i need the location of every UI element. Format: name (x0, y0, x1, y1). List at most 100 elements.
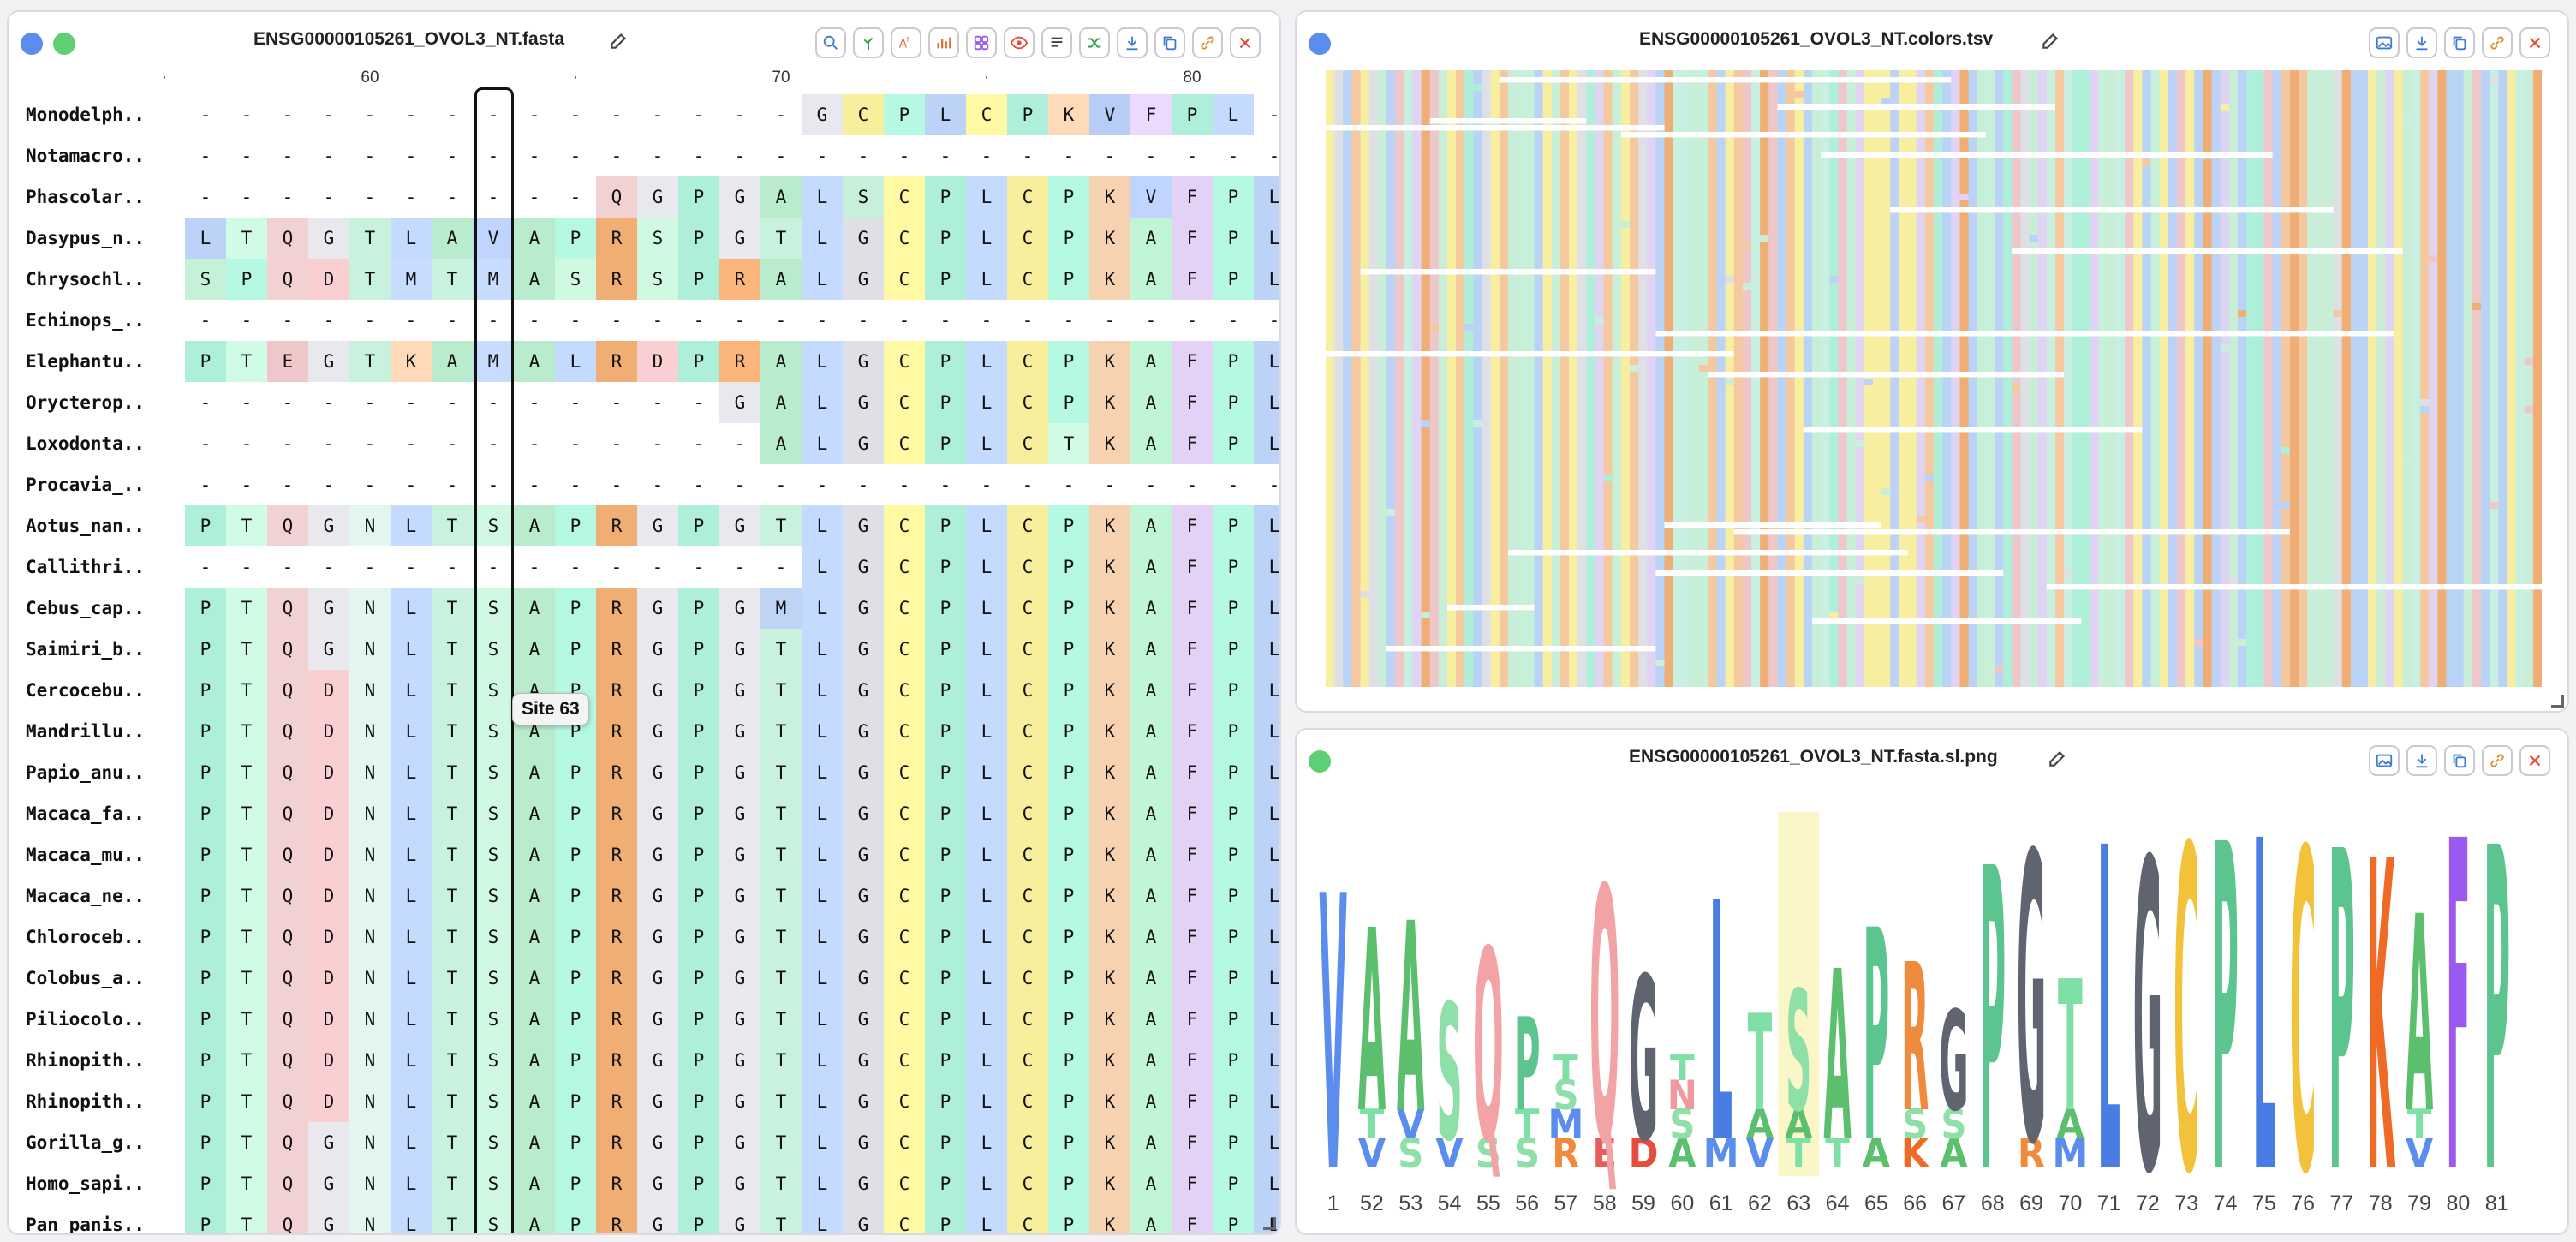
residue-cell[interactable]: K (1089, 1040, 1130, 1081)
residue-cell[interactable]: G (637, 629, 678, 670)
residue-cell[interactable]: - (514, 135, 555, 176)
residue-cell[interactable]: - (1172, 135, 1213, 176)
residue-cell[interactable]: - (1254, 464, 1279, 505)
residue-cell[interactable]: - (267, 423, 308, 464)
residue-cell[interactable]: P (1048, 176, 1089, 218)
residue-cell[interactable]: N (349, 505, 391, 546)
residue-cell[interactable]: L (966, 588, 1007, 629)
residue-cell[interactable]: - (267, 176, 308, 218)
residue-cell[interactable]: R (719, 341, 760, 382)
sequence-name[interactable]: Aotus_nan.. (26, 516, 146, 536)
residue-cell[interactable]: L (802, 670, 843, 711)
sequence-name[interactable]: Pan_panis.. (26, 1215, 146, 1235)
residue-cell[interactable]: N (349, 917, 391, 958)
residue-cell[interactable]: L (1254, 834, 1279, 875)
residue-cell[interactable]: - (473, 176, 514, 218)
residue-cell[interactable]: K (1089, 423, 1130, 464)
residue-cell[interactable]: L (966, 752, 1007, 793)
residue-cell[interactable]: F (1172, 341, 1213, 382)
residue-cell[interactable]: S (473, 588, 514, 629)
residue-cell[interactable]: L (391, 218, 432, 259)
residue-cell[interactable]: P (1213, 711, 1254, 752)
link-button[interactable] (1192, 27, 1223, 58)
residue-cell[interactable]: P (925, 999, 966, 1040)
residue-cell[interactable]: L (1254, 629, 1279, 670)
residue-cell[interactable]: C (884, 670, 925, 711)
residue-cell[interactable]: P (1213, 259, 1254, 300)
residue-cell[interactable]: M (473, 341, 514, 382)
residue-cell[interactable]: T (226, 588, 267, 629)
residue-cell[interactable]: - (473, 135, 514, 176)
residue-cell[interactable]: C (1007, 670, 1048, 711)
residue-cell[interactable]: T (226, 834, 267, 875)
residue-cell[interactable]: T (226, 917, 267, 958)
residue-cell[interactable]: G (802, 94, 843, 135)
residue-cell[interactable]: N (349, 752, 391, 793)
residue-cell[interactable]: - (843, 464, 884, 505)
residue-cell[interactable]: P (1048, 629, 1089, 670)
residue-cell[interactable]: - (1089, 464, 1130, 505)
residue-cell[interactable]: T (760, 1081, 802, 1122)
sequence-name[interactable]: Macaca_ne.. (26, 886, 146, 906)
list-button[interactable] (1041, 27, 1072, 58)
residue-cell[interactable]: L (802, 834, 843, 875)
residue-cell[interactable]: P (925, 1081, 966, 1122)
residue-cell[interactable]: - (308, 423, 349, 464)
residue-cell[interactable]: - (1130, 464, 1172, 505)
residue-cell[interactable]: L (391, 752, 432, 793)
residue-cell[interactable]: P (925, 546, 966, 588)
residue-cell[interactable]: - (925, 300, 966, 341)
residue-cell[interactable]: P (185, 1040, 226, 1081)
residue-cell[interactable]: A (514, 875, 555, 917)
residue-cell[interactable]: P (555, 917, 596, 958)
residue-cell[interactable]: - (391, 464, 432, 505)
residue-cell[interactable]: L (966, 218, 1007, 259)
residue-cell[interactable]: P (678, 834, 719, 875)
residue-cell[interactable]: C (884, 1122, 925, 1163)
residue-cell[interactable]: - (226, 176, 267, 218)
residue-cell[interactable]: A (1130, 382, 1172, 423)
residue-cell[interactable]: - (555, 464, 596, 505)
residue-cell[interactable]: T (760, 670, 802, 711)
residue-cell[interactable]: C (1007, 1122, 1048, 1163)
residue-cell[interactable]: L (391, 917, 432, 958)
residue-cell[interactable]: P (555, 629, 596, 670)
residue-cell[interactable]: K (1089, 218, 1130, 259)
residue-cell[interactable]: Q (267, 259, 308, 300)
residue-cell[interactable]: A (1130, 588, 1172, 629)
residue-cell[interactable]: L (802, 588, 843, 629)
residue-cell[interactable]: D (308, 834, 349, 875)
residue-cell[interactable]: C (1007, 1163, 1048, 1204)
residue-cell[interactable]: L (802, 259, 843, 300)
residue-cell[interactable]: C (884, 341, 925, 382)
residue-cell[interactable]: P (1213, 382, 1254, 423)
residue-cell[interactable]: T (432, 875, 473, 917)
residue-cell[interactable]: D (308, 875, 349, 917)
residue-cell[interactable]: - (473, 546, 514, 588)
copy-button[interactable] (2444, 745, 2475, 776)
residue-cell[interactable]: L (802, 1163, 843, 1204)
residue-cell[interactable]: G (719, 1163, 760, 1204)
residue-cell[interactable]: C (884, 1040, 925, 1081)
residue-cell[interactable]: - (1130, 135, 1172, 176)
residue-cell[interactable]: - (555, 382, 596, 423)
residue-cell[interactable]: T (226, 752, 267, 793)
residue-cell[interactable]: - (267, 546, 308, 588)
sequence-name[interactable]: Mandrillu.. (26, 721, 146, 742)
residue-cell[interactable]: A (1130, 629, 1172, 670)
residue-cell[interactable]: C (884, 711, 925, 752)
residue-cell[interactable]: T (226, 670, 267, 711)
residue-cell[interactable]: L (391, 834, 432, 875)
residue-cell[interactable]: D (308, 958, 349, 999)
residue-cell[interactable]: A (1130, 505, 1172, 546)
sequence-name[interactable]: Cercocebu.. (26, 680, 146, 701)
residue-cell[interactable]: L (802, 423, 843, 464)
residue-cell[interactable]: P (1172, 94, 1213, 135)
residue-cell[interactable]: Q (267, 1081, 308, 1122)
residue-cell[interactable]: G (843, 999, 884, 1040)
residue-cell[interactable]: T (226, 999, 267, 1040)
residue-cell[interactable]: Q (267, 1040, 308, 1081)
residue-cell[interactable]: G (719, 999, 760, 1040)
download-button[interactable] (2406, 27, 2437, 58)
residue-cell[interactable]: G (308, 629, 349, 670)
